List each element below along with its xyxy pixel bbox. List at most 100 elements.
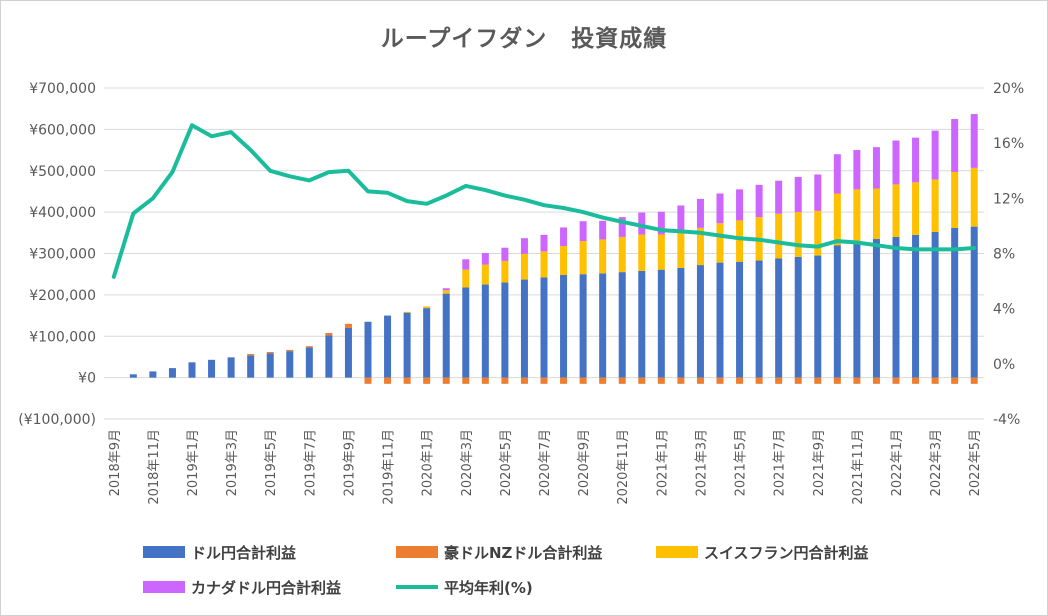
bar-2-41 xyxy=(912,182,920,235)
bar-2-38 xyxy=(853,189,861,242)
bar-0-44 xyxy=(970,226,978,378)
bar-0-22 xyxy=(540,277,548,378)
bar-1-17 xyxy=(442,377,450,384)
x-tick-label: 2019年7月 xyxy=(303,429,318,496)
bar-1-13 xyxy=(364,377,372,384)
bar-0-42 xyxy=(931,231,939,378)
x-tick-label: 2022年5月 xyxy=(968,429,983,496)
bar-1-23 xyxy=(560,377,568,384)
bar-3-25 xyxy=(599,220,607,240)
bar-0-36 xyxy=(814,255,822,378)
bar-2-32 xyxy=(736,220,744,262)
bar-2-37 xyxy=(833,193,841,246)
bar-1-26 xyxy=(618,377,626,384)
x-tick-label: 2020年3月 xyxy=(460,429,475,496)
bar-3-35 xyxy=(794,176,802,213)
bar-2-25 xyxy=(599,239,607,274)
bar-0-39 xyxy=(872,239,880,378)
bar-1-24 xyxy=(579,377,587,384)
bar-3-30 xyxy=(696,198,704,228)
bar-1-43 xyxy=(951,377,959,384)
bar-3-41 xyxy=(912,137,920,183)
bar-1-12 xyxy=(344,323,352,328)
legend-label-0: ドル円合計利益 xyxy=(191,544,296,562)
bar-3-36 xyxy=(814,174,822,211)
bar-0-4 xyxy=(188,362,196,378)
x-tick-label: 2019年3月 xyxy=(225,429,240,496)
bar-1-10 xyxy=(305,346,313,348)
bar-3-19 xyxy=(481,253,489,265)
bar-0-29 xyxy=(677,267,685,378)
bar-3-42 xyxy=(931,130,939,180)
legend-swatch-3 xyxy=(143,581,185,593)
bar-0-5 xyxy=(208,359,216,378)
x-tick-label: 2019年1月 xyxy=(186,429,201,496)
bar-1-40 xyxy=(892,377,900,384)
bar-1-21 xyxy=(520,377,528,384)
y-right-tick-label: 8% xyxy=(993,247,1015,263)
bar-1-41 xyxy=(912,377,920,384)
bar-3-34 xyxy=(775,180,783,214)
bar-0-41 xyxy=(912,234,920,378)
bar-0-38 xyxy=(853,241,861,378)
y-right-tick-label: 16% xyxy=(993,136,1024,152)
axis-labels: (¥100,000) ¥0 ¥100,000 ¥200,000 ¥300,000 ¥400… xyxy=(18,81,1024,505)
x-tick-label: 2020年7月 xyxy=(538,429,553,496)
bar-2-22 xyxy=(540,251,548,278)
bar-2-26 xyxy=(618,236,626,273)
bar-0-20 xyxy=(501,282,509,378)
bar-1-20 xyxy=(501,377,509,384)
bar-3-33 xyxy=(755,184,763,218)
bar-3-21 xyxy=(520,238,528,254)
bar-0-11 xyxy=(325,335,333,378)
x-tick-label: 2021年1月 xyxy=(655,429,670,496)
bar-2-18 xyxy=(462,269,470,288)
bar-3-24 xyxy=(579,221,587,242)
y-left-tick-label: ¥200,000 xyxy=(29,288,96,304)
bar-0-13 xyxy=(364,321,372,378)
x-tick-label: 2019年5月 xyxy=(264,429,279,496)
bar-2-21 xyxy=(520,253,528,280)
bar-0-33 xyxy=(755,260,763,378)
bar-0-27 xyxy=(638,270,646,378)
bar-series xyxy=(129,114,978,384)
bar-0-28 xyxy=(657,269,665,378)
legend-label-4: 平均年利(%) xyxy=(444,579,533,597)
y-left-tick-label: ¥700,000 xyxy=(29,81,96,97)
bar-1-25 xyxy=(599,377,607,384)
bar-1-16 xyxy=(423,377,431,384)
bar-1-35 xyxy=(794,377,802,384)
bar-3-40 xyxy=(892,140,900,185)
bar-0-25 xyxy=(599,273,607,378)
y-left-tick-label: (¥100,000) xyxy=(18,412,96,428)
bar-1-15 xyxy=(403,377,411,384)
bar-1-19 xyxy=(481,377,489,384)
bar-0-9 xyxy=(286,351,294,378)
legend-swatch-1 xyxy=(396,546,438,558)
bar-3-27 xyxy=(638,212,646,235)
x-tick-label: 2022年3月 xyxy=(929,429,944,496)
bar-0-6 xyxy=(227,357,235,378)
bar-1-42 xyxy=(931,377,939,384)
bar-0-15 xyxy=(403,312,411,378)
x-tick-label: 2021年11月 xyxy=(851,429,866,505)
bar-0-12 xyxy=(344,327,352,378)
x-tick-label: 2018年11月 xyxy=(147,429,162,505)
bar-3-39 xyxy=(872,147,880,189)
bar-0-35 xyxy=(794,256,802,378)
bar-1-7 xyxy=(247,354,255,356)
y-right-tick-label: -4% xyxy=(993,412,1020,428)
bar-1-11 xyxy=(325,332,333,336)
y-left-tick-label: ¥400,000 xyxy=(29,205,96,221)
bar-0-37 xyxy=(833,245,841,378)
bar-2-20 xyxy=(501,260,509,283)
y-left-tick-label: ¥100,000 xyxy=(29,329,96,345)
bar-3-26 xyxy=(618,217,626,237)
bar-1-32 xyxy=(736,377,744,384)
bar-2-28 xyxy=(657,234,665,270)
bar-2-36 xyxy=(814,210,822,256)
x-tick-label: 2018年9月 xyxy=(108,429,123,496)
bar-2-23 xyxy=(560,246,568,276)
bar-0-40 xyxy=(892,236,900,378)
bar-0-24 xyxy=(579,274,587,378)
